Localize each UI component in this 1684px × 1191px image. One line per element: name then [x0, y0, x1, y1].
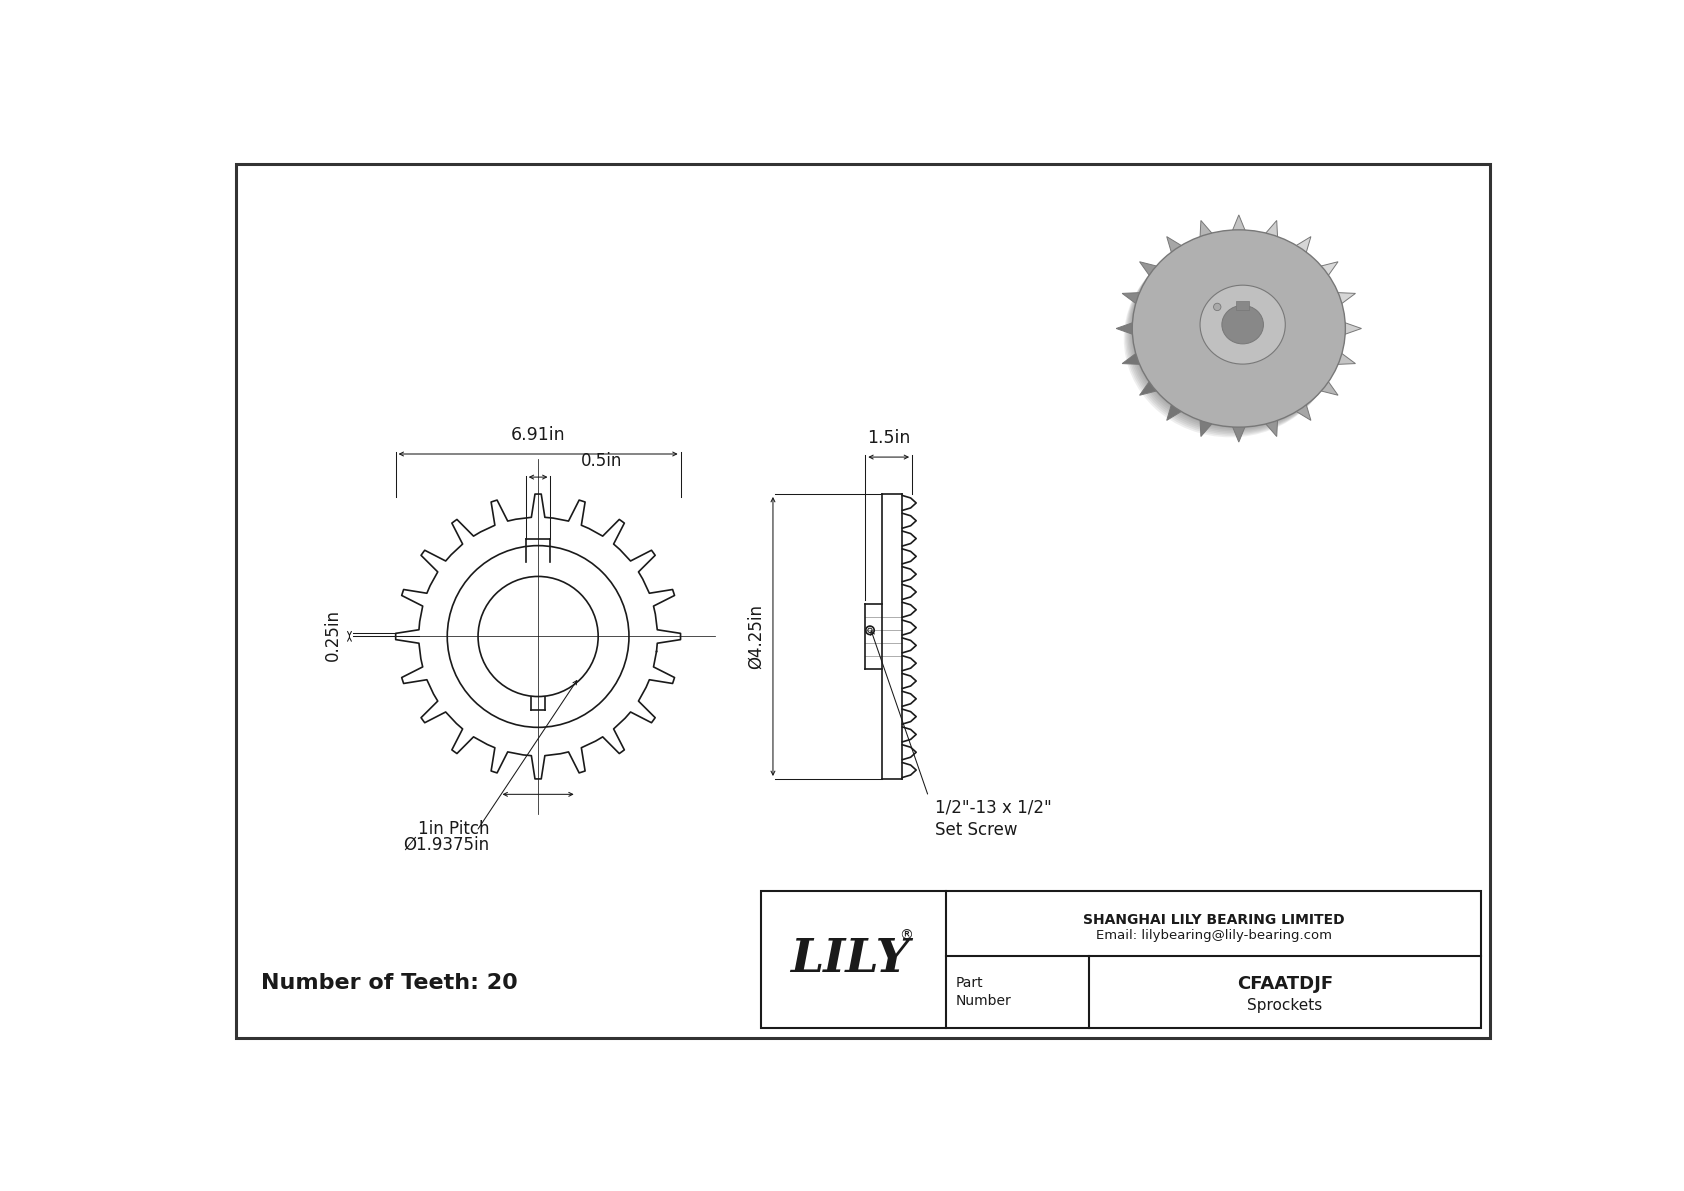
Polygon shape [1140, 380, 1159, 395]
Polygon shape [1319, 380, 1339, 395]
Text: 1.5in: 1.5in [867, 429, 911, 447]
Ellipse shape [1128, 235, 1342, 431]
Polygon shape [1293, 237, 1310, 255]
Circle shape [1214, 304, 1221, 311]
Ellipse shape [1132, 231, 1344, 429]
Text: Ø4.25in: Ø4.25in [748, 604, 765, 669]
Polygon shape [1319, 262, 1339, 278]
Polygon shape [1265, 220, 1278, 239]
Polygon shape [1167, 237, 1184, 255]
Text: Set Screw: Set Screw [935, 822, 1017, 840]
Text: 1in Pitch: 1in Pitch [418, 819, 488, 837]
Polygon shape [1335, 293, 1356, 305]
Polygon shape [1122, 351, 1142, 364]
Polygon shape [1140, 262, 1159, 278]
Ellipse shape [1223, 305, 1263, 344]
Polygon shape [1231, 424, 1246, 442]
Bar [1236, 301, 1250, 310]
Polygon shape [1116, 322, 1135, 335]
Ellipse shape [1127, 237, 1339, 435]
Text: LILY: LILY [790, 936, 909, 983]
Polygon shape [1342, 322, 1361, 335]
Polygon shape [1231, 214, 1246, 232]
Text: ®: ® [899, 929, 913, 943]
Text: Ø1.9375in: Ø1.9375in [404, 835, 490, 853]
Polygon shape [1201, 220, 1214, 239]
Polygon shape [1293, 403, 1310, 420]
Ellipse shape [1130, 232, 1342, 430]
Ellipse shape [1127, 236, 1340, 434]
Text: Email: lilybearing@lily-bearing.com: Email: lilybearing@lily-bearing.com [1096, 929, 1332, 942]
Text: 0.25in: 0.25in [323, 609, 342, 661]
Polygon shape [1201, 418, 1214, 437]
Polygon shape [1122, 293, 1142, 305]
Polygon shape [1265, 418, 1278, 437]
Ellipse shape [1123, 241, 1337, 437]
Text: SHANGHAI LILY BEARING LIMITED: SHANGHAI LILY BEARING LIMITED [1083, 912, 1344, 927]
Text: 1/2"-13 x 1/2": 1/2"-13 x 1/2" [935, 798, 1051, 816]
Text: Part
Number: Part Number [955, 975, 1010, 1009]
Text: Sprockets: Sprockets [1248, 998, 1322, 1014]
Ellipse shape [1125, 238, 1339, 436]
Text: 0.5in: 0.5in [581, 453, 621, 470]
Text: Number of Teeth: 20: Number of Teeth: 20 [261, 973, 517, 993]
Polygon shape [1335, 351, 1356, 364]
Ellipse shape [1132, 230, 1346, 428]
Ellipse shape [1132, 230, 1346, 428]
Bar [761, 891, 1482, 1028]
Text: 6.91in: 6.91in [510, 426, 566, 444]
Ellipse shape [1201, 285, 1285, 364]
Polygon shape [1167, 403, 1184, 420]
Text: CFAATDJF: CFAATDJF [1238, 975, 1334, 993]
